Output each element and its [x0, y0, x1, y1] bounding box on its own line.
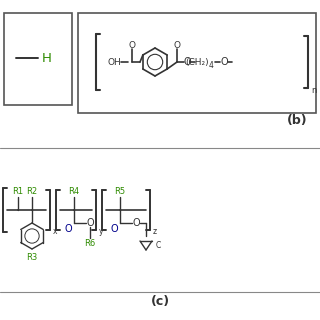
Text: OH: OH: [108, 58, 122, 67]
Text: O: O: [183, 57, 191, 67]
Text: R3: R3: [26, 252, 38, 261]
Text: O: O: [132, 218, 140, 228]
Text: R2: R2: [27, 188, 37, 196]
Text: O: O: [129, 41, 135, 50]
Text: R1: R1: [12, 188, 24, 196]
Text: O: O: [86, 218, 94, 228]
Text: (c): (c): [150, 295, 170, 308]
Text: C: C: [156, 241, 161, 250]
Text: (CH₂): (CH₂): [185, 58, 209, 67]
Bar: [78, 13, 316, 113]
Text: 4: 4: [209, 60, 213, 69]
Bar: [4, 13, 72, 105]
Text: O: O: [110, 224, 118, 234]
Text: x: x: [53, 228, 57, 236]
Text: R5: R5: [115, 188, 125, 196]
Text: (b): (b): [287, 114, 308, 126]
Text: z: z: [153, 228, 157, 236]
Text: y: y: [99, 228, 103, 236]
Text: n: n: [311, 85, 317, 94]
Text: H: H: [42, 52, 52, 65]
Text: O: O: [220, 57, 228, 67]
Text: R4: R4: [68, 188, 80, 196]
Text: O: O: [64, 224, 72, 234]
Text: O: O: [173, 41, 180, 50]
Text: R6: R6: [84, 238, 96, 247]
